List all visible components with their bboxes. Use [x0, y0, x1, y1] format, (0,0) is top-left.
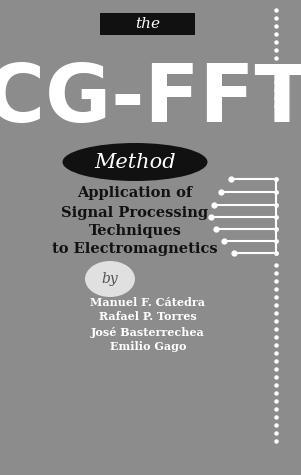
Text: to Electromagnetics: to Electromagnetics	[52, 242, 218, 256]
Ellipse shape	[63, 143, 207, 181]
Text: Rafael P. Torres: Rafael P. Torres	[99, 312, 197, 323]
Text: José Basterrechea: José Basterrechea	[91, 326, 205, 338]
Text: Techniques: Techniques	[88, 224, 182, 238]
Text: by: by	[102, 272, 118, 286]
Text: Signal Processing: Signal Processing	[61, 206, 209, 220]
Ellipse shape	[85, 261, 135, 297]
Text: Application of: Application of	[77, 186, 193, 200]
Bar	[100, 13, 195, 35]
Text: Manuel F. Cátedra: Manuel F. Cátedra	[91, 296, 206, 307]
Text: Emilio Gago: Emilio Gago	[110, 342, 186, 352]
Text: the: the	[135, 17, 160, 31]
Text: Method: Method	[94, 152, 176, 171]
Text: CG-FFT: CG-FFT	[0, 61, 301, 139]
